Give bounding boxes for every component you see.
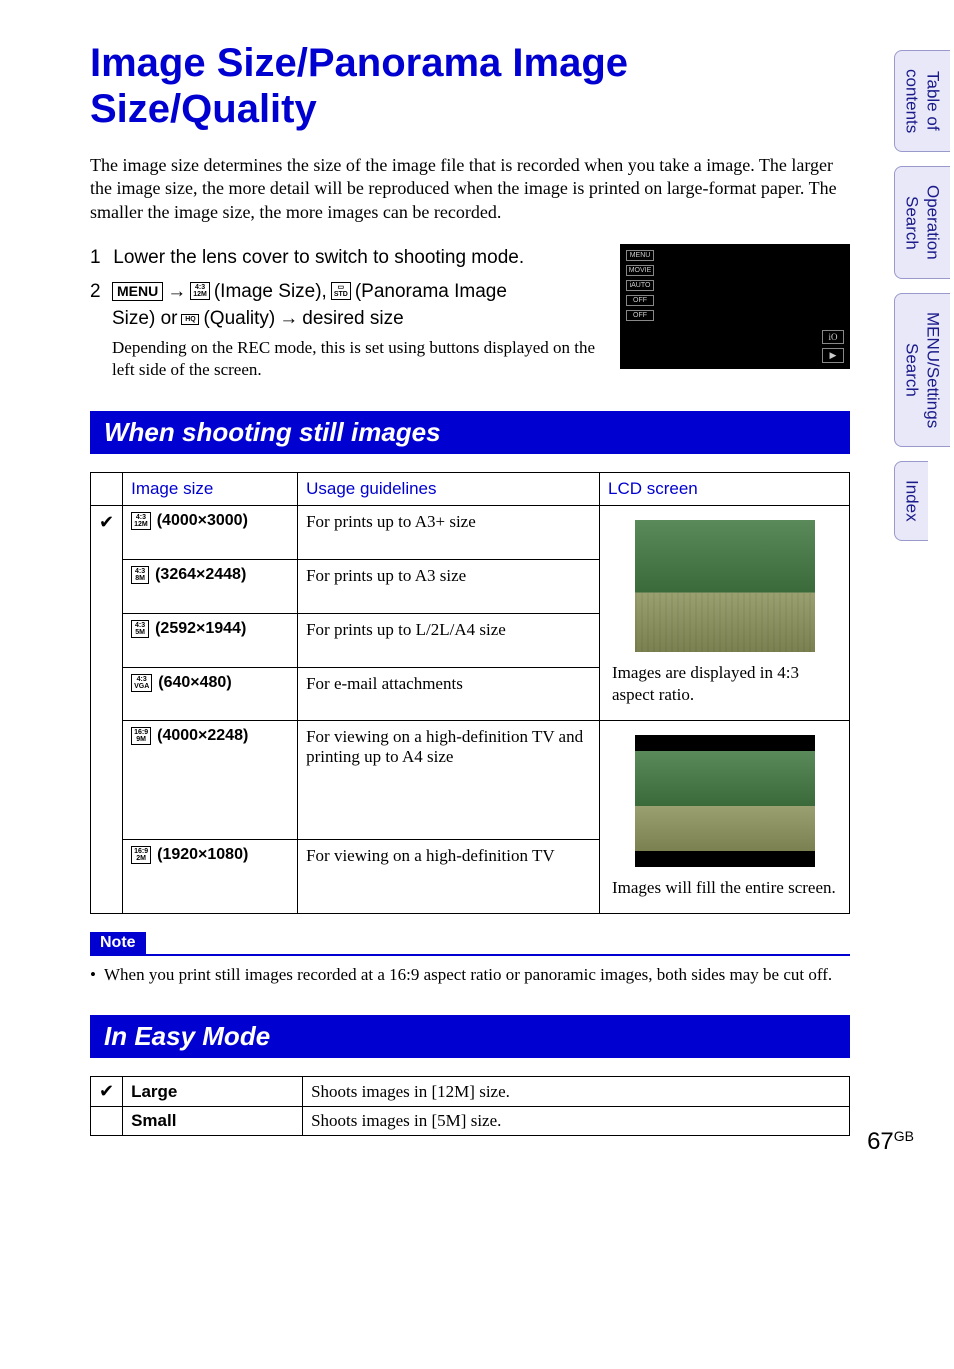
size-icon: 4:3VGA (131, 674, 152, 692)
step-2-subtext: Depending on the REC mode, this is set u… (112, 337, 600, 381)
step-2-text-b: (Panorama Image (355, 278, 507, 306)
image-size-table: Image size Usage guidelines LCD screen ✔… (90, 472, 850, 914)
arrow-icon: → (167, 278, 186, 306)
easy-desc: Shoots images in [12M] size. (303, 1077, 850, 1107)
thumb-btn: MOVIE (626, 265, 654, 276)
lcd-cell-169: Images will fill the entire screen. (600, 721, 850, 914)
panorama-size-icon: ▭ STD (331, 282, 351, 300)
th-usage: Usage guidelines (298, 473, 600, 506)
thumb-btn: OFF (626, 310, 654, 321)
step-1: 1 Lower the lens cover to switch to shoo… (90, 244, 600, 272)
usage-cell: For prints up to L/2L/A4 size (298, 613, 600, 667)
resolution: (4000×2248) (157, 727, 248, 745)
lcd-169-image (635, 735, 815, 867)
size-icon: 4:35M (131, 620, 149, 638)
intro-paragraph: The image size determines the size of th… (90, 154, 850, 224)
page-title: Image Size/Panorama Image Size/Quality (90, 40, 850, 132)
camera-screen-thumbnail: MENU MOVIE iAUTO OFF OFF iO ▶ (620, 244, 850, 369)
tab-operation-search[interactable]: OperationSearch (894, 166, 950, 279)
lcd-43-caption: Images are displayed in 4:3 aspect ratio… (608, 660, 841, 710)
size-icon: 4:312M (131, 512, 151, 530)
usage-cell: For viewing on a high-definition TV (298, 840, 600, 914)
step-2-text-a: (Image Size), (214, 278, 327, 306)
lcd-43-image (635, 520, 815, 652)
step-number: 2 (90, 278, 108, 306)
th-check (91, 473, 123, 506)
menu-button-icon: MENU (112, 282, 163, 301)
size-icon: 16:92M (131, 846, 151, 864)
th-image-size: Image size (123, 473, 298, 506)
section-title-easy: In Easy Mode (90, 1015, 850, 1058)
table-row: ✔ Large Shoots images in [12M] size. (91, 1077, 850, 1107)
quality-icon: HQ (181, 314, 199, 325)
table-row: 16:99M (4000×2248) For viewing on a high… (91, 721, 850, 840)
resolution: (2592×1944) (155, 620, 246, 638)
check-icon: ✔ (99, 1081, 114, 1101)
th-lcd: LCD screen (600, 473, 850, 506)
note-divider (90, 954, 850, 956)
note-badge: Note (90, 932, 146, 954)
thumb-btn: MENU (626, 250, 654, 261)
steps-block: 1 Lower the lens cover to switch to shoo… (90, 244, 850, 381)
thumb-btn: iAUTO (626, 280, 654, 291)
resolution: (640×480) (158, 674, 231, 692)
usage-cell: For prints up to A3 size (298, 560, 600, 614)
lcd-cell-43: Images are displayed in 4:3 aspect ratio… (600, 506, 850, 721)
resolution: (4000×3000) (157, 512, 248, 530)
section-title-still: When shooting still images (90, 411, 850, 454)
easy-desc: Shoots images in [5M] size. (303, 1107, 850, 1136)
usage-cell: For e-mail attachments (298, 667, 600, 721)
table-row: ✔ 4:312M (4000×3000) For prints up to A3… (91, 506, 850, 560)
page-content: Image Size/Panorama Image Size/Quality T… (90, 40, 850, 1136)
side-tab-group: Table ofcontents OperationSearch MENU/Se… (894, 50, 954, 555)
page-number: 67GB (867, 1128, 914, 1156)
note-text: •When you print still images recorded at… (90, 964, 850, 987)
easy-mode-table: ✔ Large Shoots images in [12M] size. Sma… (90, 1076, 850, 1136)
tab-table-of-contents[interactable]: Table ofcontents (894, 50, 950, 152)
thumb-btn: iO (822, 330, 844, 344)
step-number: 1 (90, 244, 108, 272)
thumb-btn: ▶ (822, 348, 844, 363)
tab-index[interactable]: Index (894, 461, 928, 541)
lcd-169-caption: Images will fill the entire screen. (608, 875, 841, 903)
tab-menu-settings-search[interactable]: MENU/SettingsSearch (894, 293, 950, 447)
easy-label: Large (123, 1077, 303, 1107)
step-2: 2 MENU → 4:3 12M (Image Size), ▭ STD (Pa… (90, 278, 600, 381)
step-2-text-e: desired size (302, 305, 403, 333)
size-icon: 16:99M (131, 727, 151, 745)
resolution: (1920×1080) (157, 846, 248, 864)
resolution: (3264×2448) (155, 566, 246, 584)
check-icon: ✔ (99, 512, 114, 532)
arrow-icon: → (279, 305, 298, 333)
step-2-text-c: Size) or (112, 305, 177, 333)
step-2-text-d: (Quality) (203, 305, 275, 333)
usage-cell: For prints up to A3+ size (298, 506, 600, 560)
step-1-text: Lower the lens cover to switch to shooti… (113, 247, 524, 268)
image-size-icon: 4:3 12M (190, 282, 210, 300)
size-icon: 4:38M (131, 566, 149, 584)
thumb-btn: OFF (626, 295, 654, 306)
easy-label: Small (123, 1107, 303, 1136)
table-row: Small Shoots images in [5M] size. (91, 1107, 850, 1136)
usage-cell: For viewing on a high-definition TV and … (298, 721, 600, 840)
